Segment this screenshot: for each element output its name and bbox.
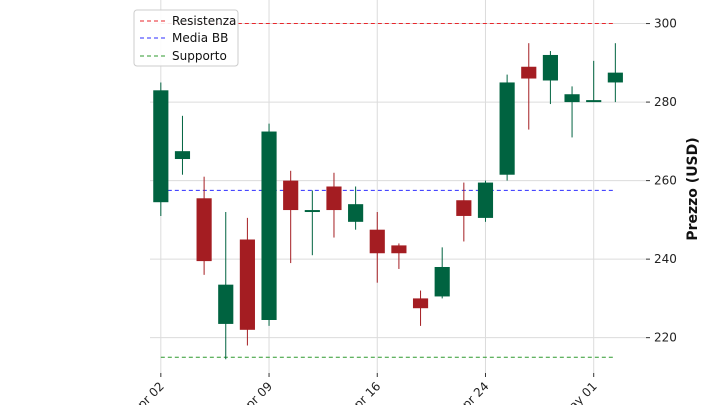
- x-tick-label: May 01: [559, 379, 600, 405]
- legend-label-resistance: Resistenza: [172, 14, 236, 28]
- candle-body: [196, 198, 212, 262]
- candle-body: [456, 200, 472, 216]
- x-tick-label: Apr 16: [345, 379, 383, 405]
- candle-body: [391, 245, 407, 254]
- x-tick-label: Apr 09: [237, 379, 275, 405]
- x-tick-label: Apr 24: [454, 379, 492, 405]
- y-tick-label: 220: [654, 331, 677, 345]
- candle-body: [304, 210, 320, 213]
- candle-body: [521, 66, 537, 79]
- y-tick-label: 260: [654, 174, 677, 188]
- x-tick-label: Apr 02: [129, 379, 167, 405]
- candle-body: [434, 266, 450, 297]
- candle-body: [326, 186, 342, 211]
- candles: [153, 43, 623, 360]
- candle-body: [607, 72, 623, 83]
- y-tick-label: 300: [654, 17, 677, 31]
- candle-body: [412, 298, 429, 309]
- y-tick-label: 240: [654, 252, 677, 266]
- candle-body: [218, 284, 234, 324]
- candle-body: [369, 229, 385, 254]
- candle-body: [239, 239, 255, 330]
- legend-label-support: Supporto: [172, 49, 227, 63]
- candle-body: [261, 131, 277, 320]
- candle-body: [283, 180, 299, 211]
- legend-label-average: Media BB: [172, 31, 228, 45]
- candle-body: [564, 94, 580, 103]
- candle-body: [348, 204, 364, 222]
- candle-body: [174, 151, 191, 160]
- y-axis-label: Prezzo (USD): [685, 137, 701, 240]
- y-tick-label: 280: [654, 95, 677, 109]
- candle-body: [153, 90, 169, 203]
- candle-body: [499, 82, 515, 175]
- legend-box: [133, 9, 239, 67]
- candle-body: [542, 54, 558, 81]
- candle-body: [477, 182, 494, 218]
- reference-lines: [160, 23, 616, 358]
- legend: Resistenza Media BB Supporto: [133, 9, 239, 67]
- candle-body: [586, 100, 602, 103]
